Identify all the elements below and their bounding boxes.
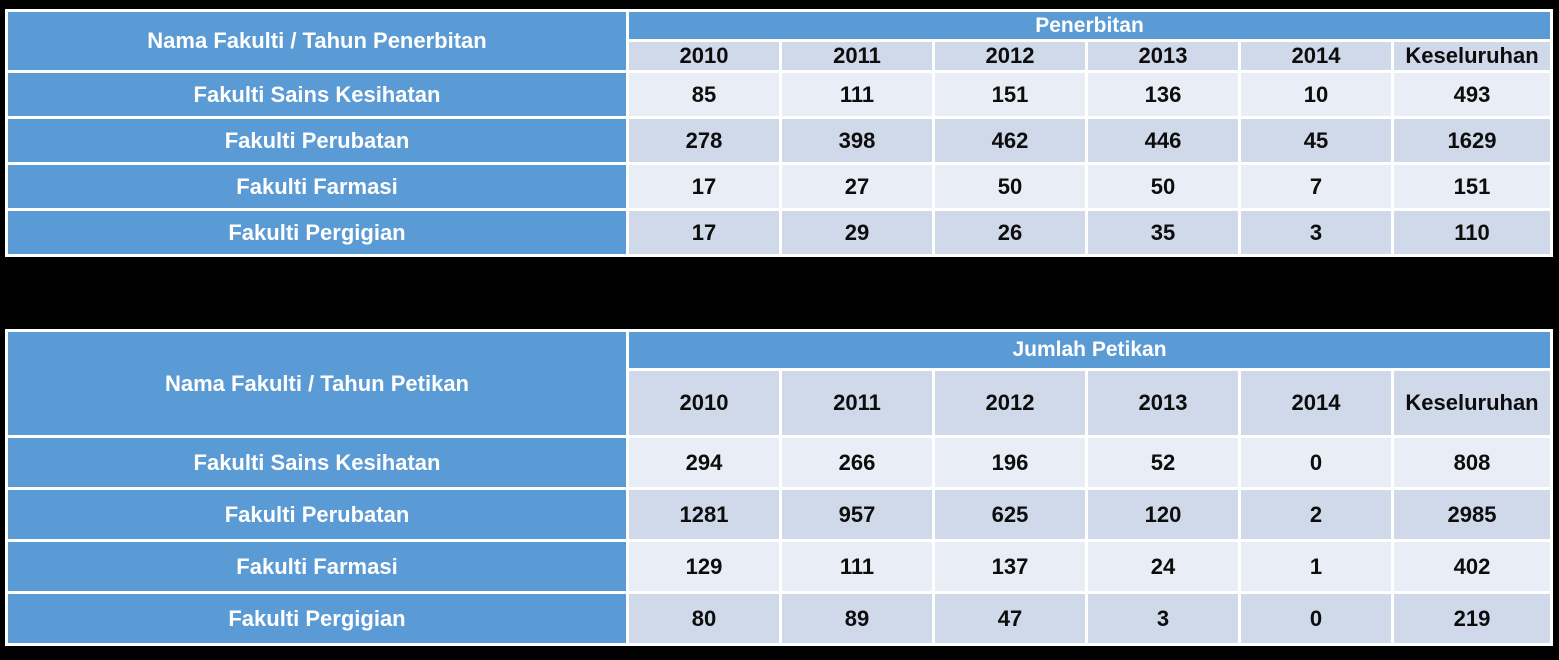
total-value-cell: 402	[1394, 542, 1550, 591]
value-cell: 3	[1241, 211, 1391, 254]
table-row: Fakulti Pergigian 17 29 26 35 3 110	[8, 211, 1551, 254]
value-cell: 45	[1241, 119, 1391, 162]
value-cell: 50	[1088, 165, 1238, 208]
table-row: 2010 2011 2012 2013 2014 Keseluruhan	[8, 371, 1550, 435]
year-header-cell: 2014	[1241, 42, 1391, 70]
group-header-cell: Jumlah Petikan	[629, 332, 1550, 368]
table-row: Fakulti Perubatan 1281 957 625 120 2 298…	[8, 490, 1550, 539]
value-cell: 52	[1088, 438, 1238, 487]
value-cell: 266	[782, 438, 932, 487]
value-cell: 137	[935, 542, 1085, 591]
value-cell: 111	[782, 73, 932, 116]
faculty-name-cell: Fakulti Farmasi	[8, 165, 626, 208]
value-cell: 278	[629, 119, 779, 162]
year-header-cell: 2014	[1241, 371, 1391, 435]
year-header-cell: 2011	[782, 371, 932, 435]
table-row: 2010 2011 2012 2013 2014 Keseluruhan	[8, 42, 1551, 70]
value-cell: 47	[935, 594, 1085, 643]
table-row: Fakulti Farmasi 129 111 137 24 1 402	[8, 542, 1550, 591]
faculty-name-cell: Fakulti Farmasi	[8, 542, 626, 591]
value-cell: 80	[629, 594, 779, 643]
year-header-cell: 2012	[935, 371, 1085, 435]
faculty-name-cell: Fakulti Perubatan	[8, 119, 626, 162]
group-header-cell: Penerbitan	[629, 12, 1551, 39]
value-cell: 29	[782, 211, 932, 254]
value-cell: 120	[1088, 490, 1238, 539]
table-row: Fakulti Sains Kesihatan 85 111 151 136 1…	[8, 73, 1551, 116]
table-row: Nama Fakulti / Tahun Petikan Jumlah Peti…	[8, 332, 1550, 435]
total-value-cell: 808	[1394, 438, 1550, 487]
total-value-cell: 493	[1394, 73, 1551, 116]
table-row: Fakulti Pergigian 80 89 47 3 0 219	[8, 594, 1550, 643]
year-header-cell: 2011	[782, 42, 932, 70]
value-cell: 1	[1241, 542, 1391, 591]
value-cell: 625	[935, 490, 1085, 539]
year-header-cell: 2010	[629, 371, 779, 435]
value-cell: 3	[1088, 594, 1238, 643]
corner-header-cell: Nama Fakulti / Tahun Petikan	[8, 332, 626, 435]
total-value-cell: 151	[1394, 165, 1551, 208]
value-cell: 136	[1088, 73, 1238, 116]
value-cell: 2	[1241, 490, 1391, 539]
value-cell: 17	[629, 165, 779, 208]
faculty-name-cell: Fakulti Pergigian	[8, 211, 626, 254]
value-cell: 27	[782, 165, 932, 208]
table-row: Nama Fakulti / Tahun Penerbitan Penerbit…	[8, 12, 1551, 70]
year-header-cell: 2010	[629, 42, 779, 70]
value-cell: 7	[1241, 165, 1391, 208]
value-cell: 89	[782, 594, 932, 643]
value-cell: 24	[1088, 542, 1238, 591]
faculty-name-cell: Fakulti Perubatan	[8, 490, 626, 539]
value-cell: 26	[935, 211, 1085, 254]
value-cell: 10	[1241, 73, 1391, 116]
corner-header-cell: Nama Fakulti / Tahun Penerbitan	[8, 12, 626, 70]
total-value-cell: 1629	[1394, 119, 1551, 162]
value-cell: 151	[935, 73, 1085, 116]
value-cell: 462	[935, 119, 1085, 162]
value-cell: 17	[629, 211, 779, 254]
value-cell: 0	[1241, 594, 1391, 643]
penerbitan-table: Nama Fakulti / Tahun Penerbitan Penerbit…	[5, 9, 1554, 257]
year-header-cell: 2013	[1088, 42, 1238, 70]
value-cell: 446	[1088, 119, 1238, 162]
year-header-cell: 2012	[935, 42, 1085, 70]
value-cell: 111	[782, 542, 932, 591]
value-cell: 957	[782, 490, 932, 539]
value-cell: 50	[935, 165, 1085, 208]
total-header-cell: Keseluruhan	[1394, 42, 1551, 70]
value-cell: 0	[1241, 438, 1391, 487]
table-row: Fakulti Perubatan 278 398 462 446 45 162…	[8, 119, 1551, 162]
table-row: Fakulti Sains Kesihatan 294 266 196 52 0…	[8, 438, 1550, 487]
table-row: Fakulti Farmasi 17 27 50 50 7 151	[8, 165, 1551, 208]
value-cell: 35	[1088, 211, 1238, 254]
value-cell: 1281	[629, 490, 779, 539]
total-header-cell: Keseluruhan	[1394, 371, 1550, 435]
jumlah-petikan-table: Nama Fakulti / Tahun Petikan Jumlah Peti…	[5, 329, 1553, 646]
total-value-cell: 2985	[1394, 490, 1550, 539]
faculty-name-cell: Fakulti Pergigian	[8, 594, 626, 643]
faculty-name-cell: Fakulti Sains Kesihatan	[8, 73, 626, 116]
faculty-name-cell: Fakulti Sains Kesihatan	[8, 438, 626, 487]
year-header-cell: 2013	[1088, 371, 1238, 435]
value-cell: 398	[782, 119, 932, 162]
total-value-cell: 110	[1394, 211, 1551, 254]
total-value-cell: 219	[1394, 594, 1550, 643]
value-cell: 196	[935, 438, 1085, 487]
value-cell: 85	[629, 73, 779, 116]
value-cell: 129	[629, 542, 779, 591]
value-cell: 294	[629, 438, 779, 487]
